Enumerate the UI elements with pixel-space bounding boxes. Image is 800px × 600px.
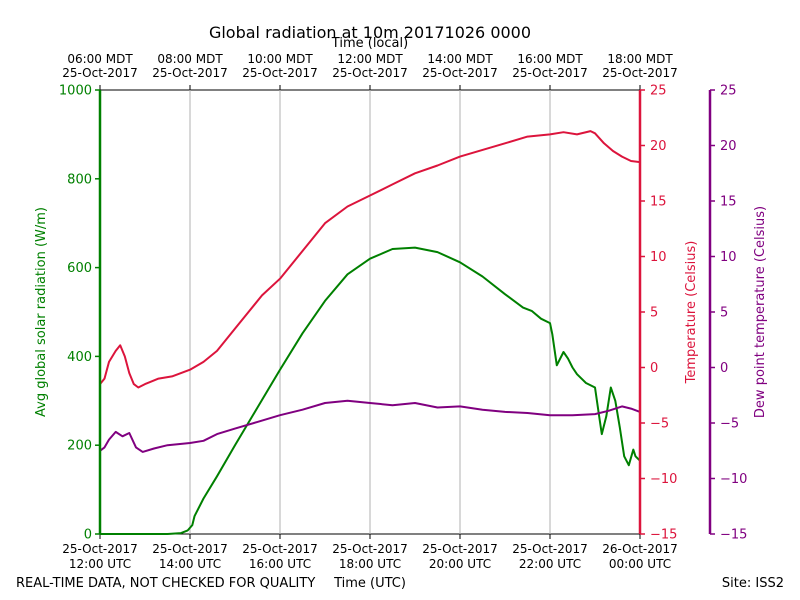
x-tick-date: 25-Oct-2017 <box>152 542 228 556</box>
x-tick-time: 12:00 UTC <box>69 557 131 571</box>
temperature-tick-label: 0 <box>650 361 658 376</box>
x-tick-time: 20:00 UTC <box>429 557 491 571</box>
x-tick-time: 16:00 UTC <box>249 557 311 571</box>
x-tick-time: 18:00 UTC <box>339 557 401 571</box>
temperature-tick-label: 10 <box>650 250 667 265</box>
top-tick-date: 25-Oct-2017 <box>422 66 498 80</box>
temperature-tick-label: 25 <box>650 84 667 99</box>
top-tick-date: 25-Oct-2017 <box>152 66 228 80</box>
left-y-axis-label: Avg global solar radiation (W/m) <box>34 207 49 417</box>
x-tick-date: 26-Oct-2017 <box>602 542 678 556</box>
top-tick-time: 12:00 MDT <box>337 52 403 66</box>
x-tick-time: 14:00 UTC <box>159 557 221 571</box>
top-tick-time: 16:00 MDT <box>517 52 583 66</box>
x-tick-date: 25-Oct-2017 <box>422 542 498 556</box>
dewpoint-axis-label: Dew point temperature (Celsius) <box>753 206 768 418</box>
x-tick-time: 00:00 UTC <box>609 557 671 571</box>
data-series <box>99 130 641 535</box>
dewpoint-tick-label: −15 <box>720 528 747 543</box>
top-tick-time: 18:00 MDT <box>607 52 673 66</box>
top-tick-date: 25-Oct-2017 <box>512 66 588 80</box>
temperature-tick-label: 20 <box>650 139 667 154</box>
dewpoint-tick-label: 25 <box>720 84 737 99</box>
x-tick-date: 25-Oct-2017 <box>242 542 318 556</box>
temperature-tick-label: −5 <box>650 417 669 432</box>
dewpoint-tick-label: 0 <box>720 361 728 376</box>
left-tick-label: 0 <box>84 528 92 543</box>
top-tick-date: 25-Oct-2017 <box>602 66 678 80</box>
dewpoint-tick-label: −5 <box>720 417 739 432</box>
top-tick-date: 25-Oct-2017 <box>332 66 408 80</box>
temperature-line <box>99 130 641 389</box>
x-tick-date: 25-Oct-2017 <box>332 542 408 556</box>
temperature-axis-label: Temperature (Celsius) <box>684 241 699 385</box>
left-tick-label: 1000 <box>59 84 92 99</box>
left-tick-label: 800 <box>67 172 92 187</box>
dewpoint-tick-label: 15 <box>720 195 737 210</box>
x-axis-label: Time (UTC) <box>333 576 406 591</box>
x-tick-date: 25-Oct-2017 <box>62 542 138 556</box>
dewpoint-axis-ticks: −15 −10 −5 0 5 10 15 20 25 <box>710 84 747 543</box>
top-tick-time: 10:00 MDT <box>247 52 313 66</box>
left-axis-ticks: 0 200 400 600 800 1000 <box>59 84 100 543</box>
quality-disclaimer: REAL-TIME DATA, NOT CHECKED FOR QUALITY <box>16 576 315 591</box>
temperature-tick-label: −10 <box>650 472 677 487</box>
top-axis-label: Time (local) <box>331 36 408 51</box>
radiation-line <box>100 246 641 535</box>
dewpoint-tick-label: 10 <box>720 250 737 265</box>
top-tick-time: 14:00 MDT <box>427 52 493 66</box>
temperature-axis-ticks: −15 −10 −5 0 5 10 15 20 25 <box>640 84 677 543</box>
left-tick-label: 400 <box>67 350 92 365</box>
temperature-tick-label: 15 <box>650 195 667 210</box>
site-label: Site: ISS2 <box>722 576 784 591</box>
top-tick-date: 25-Oct-2017 <box>242 66 318 80</box>
temperature-tick-label: −15 <box>650 528 677 543</box>
x-tick-date: 25-Oct-2017 <box>512 542 588 556</box>
dewpoint-tick-label: −10 <box>720 472 747 487</box>
dewpoint-line <box>99 399 641 453</box>
left-tick-label: 600 <box>67 261 92 276</box>
left-tick-label: 200 <box>67 439 92 454</box>
chart-title: Global radiation at 10m 20171026 0000 <box>209 23 531 42</box>
dewpoint-tick-label: 20 <box>720 139 737 154</box>
dewpoint-tick-label: 5 <box>720 306 728 321</box>
top-tick-date: 25-Oct-2017 <box>62 66 138 80</box>
temperature-tick-label: 5 <box>650 306 658 321</box>
vertical-gridlines <box>189 90 551 534</box>
top-tick-time: 08:00 MDT <box>157 52 223 66</box>
top-tick-time: 06:00 MDT <box>67 52 133 66</box>
x-tick-time: 22:00 UTC <box>519 557 581 571</box>
